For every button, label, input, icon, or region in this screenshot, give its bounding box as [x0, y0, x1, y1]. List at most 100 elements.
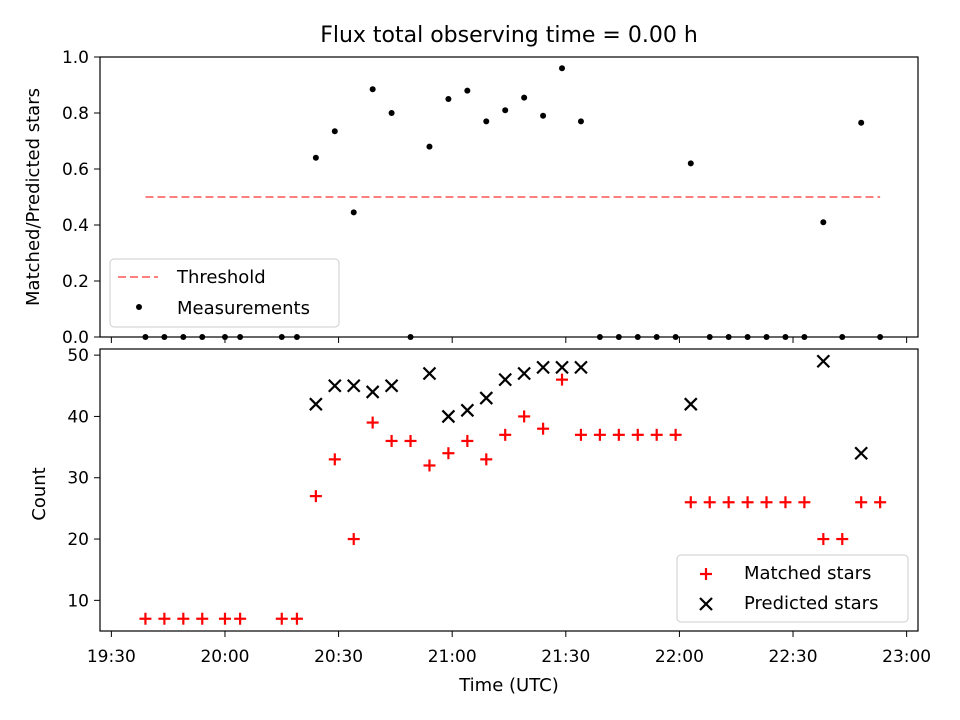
predicted-star-point — [498, 372, 512, 387]
matched-star-point — [290, 612, 303, 625]
measurement-point — [331, 128, 338, 135]
bottom-axes-frame — [99, 348, 919, 632]
measurement-point — [483, 118, 490, 125]
legend-matched-swatch — [700, 568, 712, 580]
measurement-point — [369, 86, 376, 93]
matched-star-point — [347, 533, 360, 546]
bottom-y-tick-label: 30 — [67, 469, 89, 489]
measurement-point — [559, 65, 566, 72]
top-panel-title: Flux total observing time = 0.00 h — [320, 23, 698, 48]
top-y-tick-label: 0.6 — [62, 160, 89, 180]
bottom-plot-area — [139, 354, 887, 625]
matched-star-point — [574, 428, 587, 441]
matched-star-point — [612, 428, 625, 441]
bottom-x-tick-label: 21:00 — [428, 647, 477, 667]
measurement-point — [464, 87, 471, 94]
matched-star-point — [139, 612, 152, 625]
matched-star-point — [537, 422, 550, 435]
matched-star-point — [518, 410, 531, 423]
measurement-point — [820, 219, 827, 226]
matched-star-point — [703, 496, 716, 509]
matched-star-point — [798, 496, 811, 509]
bottom-x-tick-label: 20:30 — [314, 647, 363, 667]
matched-star-point — [760, 496, 773, 509]
predicted-star-point — [365, 385, 380, 399]
matched-star-point — [669, 428, 682, 441]
top-y-tick-label: 1.0 — [62, 48, 89, 68]
measurement-point — [577, 118, 584, 125]
bottom-y-tick-label: 10 — [67, 591, 89, 611]
bottom-x-tick-label: 22:30 — [769, 647, 818, 667]
bottom-y-tick-label: 50 — [67, 346, 89, 366]
predicted-star-point — [536, 360, 550, 375]
bottom-legend: Matched stars Predicted stars — [676, 554, 909, 623]
measurement-point — [858, 119, 865, 126]
measurement-point — [521, 94, 528, 101]
legend-threshold-label: Threshold — [176, 267, 266, 288]
predicted-star-point — [328, 379, 342, 393]
measurement-point — [502, 107, 509, 114]
matched-star-point — [631, 428, 644, 441]
matched-star-point — [556, 373, 569, 386]
predicted-star-point — [555, 360, 569, 375]
matched-star-point — [836, 533, 849, 546]
matched-star-point — [593, 428, 606, 441]
bottom-panel: 10 20 30 40 50 19:30 20:00 20:30 21:00 21:30 22:0… — [29, 346, 931, 696]
legend-measurements-label: Measurements — [177, 298, 310, 319]
matched-star-point — [218, 612, 231, 625]
bottom-x-tick-label: 22:00 — [655, 647, 704, 667]
matched-star-point — [158, 612, 171, 625]
matched-star-point — [461, 434, 474, 447]
top-y-tick-label: 0.0 — [62, 328, 89, 348]
top-panel: Flux total observing time = 0.00 h 0.0 0.… — [23, 23, 919, 348]
measurement-point — [388, 110, 395, 116]
matched-star-point — [855, 496, 868, 509]
predicted-star-point — [309, 397, 323, 411]
bottom-y-tick-label: 40 — [67, 407, 89, 427]
bottom-x-tick-label: 21:30 — [541, 647, 590, 667]
bottom-x-tick-label: 23:00 — [882, 647, 931, 667]
measurement-point — [350, 209, 357, 216]
bottom-x-tick-label: 19:30 — [87, 647, 136, 667]
measurement-point — [540, 112, 547, 119]
predicted-star-point — [441, 409, 456, 424]
measurement-point — [687, 160, 694, 167]
bottom-y-axis-label: Count — [29, 467, 50, 520]
measurement-point — [445, 96, 452, 102]
predicted-star-point — [460, 403, 475, 418]
top-legend: Threshold Measurements — [109, 258, 340, 328]
predicted-star-point — [479, 391, 494, 405]
matched-star-point — [309, 490, 322, 503]
matched-star-point — [480, 453, 493, 466]
bottom-y-tick-label: 20 — [67, 530, 89, 550]
bottom-x-tick-label: 20:00 — [200, 647, 249, 667]
matched-star-point — [741, 496, 754, 509]
predicted-star-point — [346, 379, 361, 393]
matched-star-point — [404, 434, 417, 447]
predicted-star-point — [384, 379, 399, 393]
matched-star-point — [234, 612, 247, 625]
bottom-legend-box — [676, 554, 909, 623]
top-y-tick-label: 0.2 — [62, 272, 89, 292]
matched-star-point — [196, 612, 209, 625]
predicted-star-point — [683, 397, 698, 411]
measurement-point — [312, 154, 319, 161]
legend-measurements-swatch — [136, 304, 142, 310]
matched-star-point — [499, 428, 512, 441]
matched-star-point — [275, 612, 288, 625]
legend-predicted-label: Predicted stars — [744, 593, 878, 614]
predicted-star-point — [816, 354, 831, 369]
matched-star-point — [650, 428, 663, 441]
predicted-star-point — [574, 360, 588, 375]
predicted-star-point — [517, 366, 531, 381]
matched-star-point — [366, 416, 379, 429]
matched-star-point — [722, 496, 735, 509]
top-y-axis-label: Matched/Predicted stars — [23, 88, 44, 306]
matched-star-point — [385, 434, 398, 447]
top-legend-box — [109, 258, 340, 328]
matched-star-point — [423, 459, 436, 472]
matched-star-point — [779, 496, 792, 509]
legend-predicted-swatch — [699, 597, 713, 611]
top-axes-frame — [99, 56, 919, 338]
